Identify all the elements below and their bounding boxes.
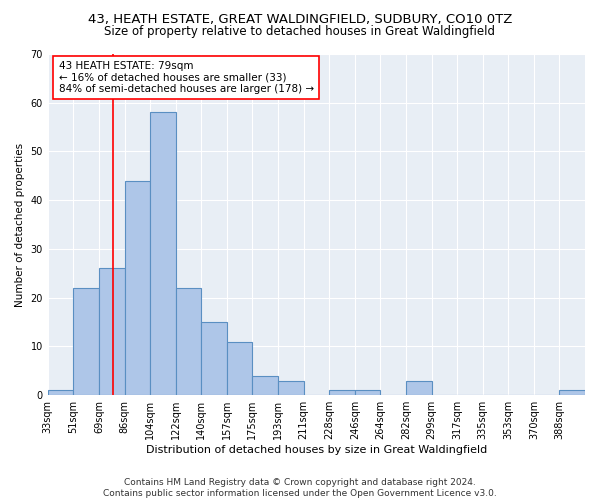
Bar [99, 268, 125, 395]
Y-axis label: Number of detached properties: Number of detached properties [15, 142, 25, 306]
Bar [278, 380, 304, 395]
X-axis label: Distribution of detached houses by size in Great Waldingfield: Distribution of detached houses by size … [146, 445, 487, 455]
Text: 43 HEATH ESTATE: 79sqm
← 16% of detached houses are smaller (33)
84% of semi-det: 43 HEATH ESTATE: 79sqm ← 16% of detached… [59, 61, 314, 94]
Text: 43, HEATH ESTATE, GREAT WALDINGFIELD, SUDBURY, CO10 0TZ: 43, HEATH ESTATE, GREAT WALDINGFIELD, SU… [88, 12, 512, 26]
Bar [73, 288, 99, 395]
Text: Contains HM Land Registry data © Crown copyright and database right 2024.
Contai: Contains HM Land Registry data © Crown c… [103, 478, 497, 498]
Bar [329, 390, 355, 395]
Bar [559, 390, 585, 395]
Bar [406, 380, 431, 395]
Bar [48, 390, 73, 395]
Bar [227, 342, 253, 395]
Bar [201, 322, 227, 395]
Bar [125, 180, 150, 395]
Bar [176, 288, 201, 395]
Text: Size of property relative to detached houses in Great Waldingfield: Size of property relative to detached ho… [104, 25, 496, 38]
Bar [150, 112, 176, 395]
Bar [355, 390, 380, 395]
Bar [253, 376, 278, 395]
